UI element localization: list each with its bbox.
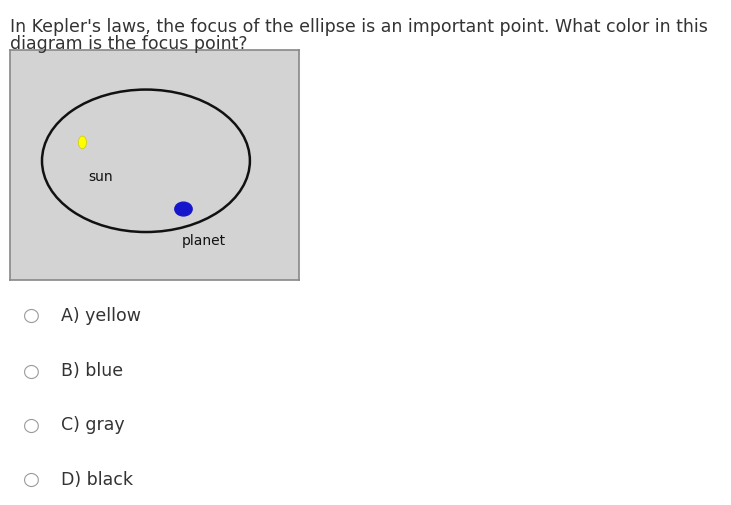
Text: ○: ○ <box>23 470 39 489</box>
Text: B) blue: B) blue <box>61 362 123 380</box>
Text: sun: sun <box>88 170 113 184</box>
Ellipse shape <box>78 136 86 149</box>
Text: ○: ○ <box>23 306 39 325</box>
Text: D) black: D) black <box>61 471 132 489</box>
Text: planet: planet <box>181 234 226 248</box>
Text: C) gray: C) gray <box>61 416 124 434</box>
Text: In Kepler's laws, the focus of the ellipse is an important point. What color in : In Kepler's laws, the focus of the ellip… <box>10 18 708 36</box>
Text: ○: ○ <box>23 362 39 381</box>
Text: ○: ○ <box>23 416 39 435</box>
Text: diagram is the focus point?: diagram is the focus point? <box>10 35 248 54</box>
Text: A) yellow: A) yellow <box>61 307 140 325</box>
Circle shape <box>175 202 192 216</box>
